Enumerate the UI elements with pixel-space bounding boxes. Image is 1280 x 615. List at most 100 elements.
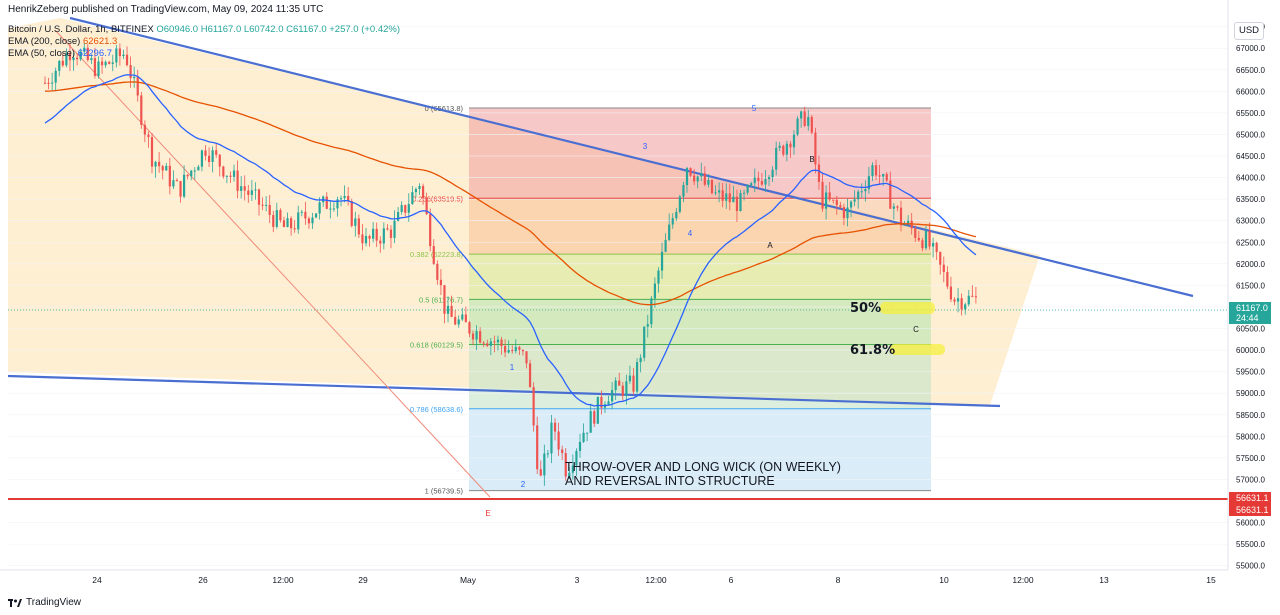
candle-body [632, 375, 635, 392]
candle-body [154, 161, 157, 167]
candle-body [817, 164, 821, 182]
svg-text:24:44: 24:44 [1236, 313, 1259, 323]
candle-body [143, 124, 146, 135]
candle-body [607, 401, 610, 405]
candle-body [150, 137, 154, 167]
fib-level-label: 0.5 (61176.7) [419, 295, 464, 304]
candle-body [471, 333, 475, 340]
candle-body [168, 165, 171, 187]
candle-body [571, 465, 574, 473]
upper-trendline[interactable] [69, 16, 1194, 298]
candle-body [86, 47, 89, 61]
publish-header: HenrikZeberg published on TradingView.co… [8, 4, 324, 15]
price-tick-label: 59000.0 [1236, 389, 1265, 398]
candle-body [382, 228, 385, 244]
candle-body [165, 165, 168, 171]
candle-body [646, 324, 649, 327]
candle-body [964, 304, 967, 310]
lower-trendline[interactable] [7, 374, 1001, 408]
candle-body [650, 298, 653, 325]
legend-ohlc: O60946.0 H61167.0 L60742.0 C61167.0 +257… [156, 24, 401, 35]
price-tick-label: 66500.0 [1236, 66, 1265, 75]
candle-body [93, 58, 97, 76]
candle-body [457, 319, 460, 325]
candle-body [193, 170, 196, 172]
price-tick-label: 64500.0 [1236, 152, 1265, 161]
time-tick-label: May [460, 575, 477, 585]
candle-body [218, 154, 221, 167]
candle-body [732, 196, 735, 203]
fib-zone [469, 107, 931, 199]
candle-body [611, 390, 614, 402]
legend-ema200-value: 62621.3 [82, 36, 118, 47]
candle-body [803, 111, 806, 126]
candle-body [935, 242, 938, 252]
candle-body [746, 185, 749, 193]
candle-body [635, 362, 639, 392]
candle-body [418, 185, 421, 190]
legend-ema200-row[interactable]: EMA (200, close) 62621.3 [8, 36, 117, 47]
candle-body [175, 180, 179, 182]
candle-body [225, 175, 228, 177]
candle-body [290, 218, 293, 229]
ema-50-line [44, 74, 977, 407]
candle-body [186, 174, 189, 177]
candle-body [700, 173, 703, 177]
candle-body [496, 339, 500, 343]
candle-body [407, 204, 410, 213]
candle-body [336, 199, 339, 209]
candle-body [133, 76, 136, 79]
note-line-2: AND REVERSAL INTO STRUCTURE [565, 474, 775, 488]
candle-body [896, 206, 899, 208]
candle-body [436, 263, 439, 280]
candle-body [810, 116, 813, 133]
candle-body [247, 190, 250, 195]
candle-body [582, 432, 585, 442]
candle-body [79, 51, 82, 60]
candle-body [532, 387, 535, 426]
candle-body [104, 61, 107, 66]
candle-body [200, 150, 204, 167]
grid [8, 26, 1228, 566]
candle-body [54, 70, 57, 83]
candle-body [425, 198, 428, 215]
candle-body [386, 228, 389, 230]
fib-level-label: 0.382 (62223.8) [410, 250, 463, 259]
candle-body [297, 212, 300, 230]
candle-body [229, 175, 232, 177]
price-tick-label: 67000.0 [1236, 44, 1265, 53]
candle-body [489, 341, 492, 346]
candle-body [960, 298, 963, 310]
candle-body [871, 165, 874, 177]
candle-body [778, 145, 781, 148]
candle-body [261, 204, 264, 206]
candle-body [928, 230, 931, 247]
candle-body [721, 190, 724, 201]
time-tick-label: 12:00 [645, 575, 667, 585]
candle-body [653, 283, 656, 299]
candle-body [932, 242, 935, 247]
candle-body [364, 235, 368, 244]
wave-label-A: A [767, 241, 773, 250]
fib-level-label: 1 (56739.5) [425, 487, 464, 496]
candle-body [735, 196, 739, 212]
descending-diagonal[interactable] [54, 29, 491, 498]
time-tick-label: 29 [358, 575, 368, 585]
candle-body [689, 168, 692, 176]
candle-body [874, 165, 878, 176]
candle-body [339, 198, 343, 200]
candle-body [475, 331, 478, 340]
candle-body [343, 195, 346, 199]
tradingview-logo-icon [8, 598, 22, 607]
svg-text:56631.1: 56631.1 [1236, 505, 1269, 515]
time-axis[interactable]: 24 26 12:00 29 May 3 12:00 6 8 10 12:00 13 15 [0, 569, 1228, 585]
candle-body [675, 211, 678, 219]
currency-button[interactable]: USD [1234, 22, 1264, 40]
price-axis[interactable]: 55000.055500.056000.056500.057000.057500… [1227, 0, 1265, 571]
candle-body [61, 60, 64, 66]
tradingview-brand[interactable]: TradingView [8, 597, 81, 608]
candle-body [643, 326, 646, 358]
candle-body [172, 180, 175, 187]
legend-ema50-row[interactable]: EMA (50, close) 62296.7 [8, 48, 112, 59]
